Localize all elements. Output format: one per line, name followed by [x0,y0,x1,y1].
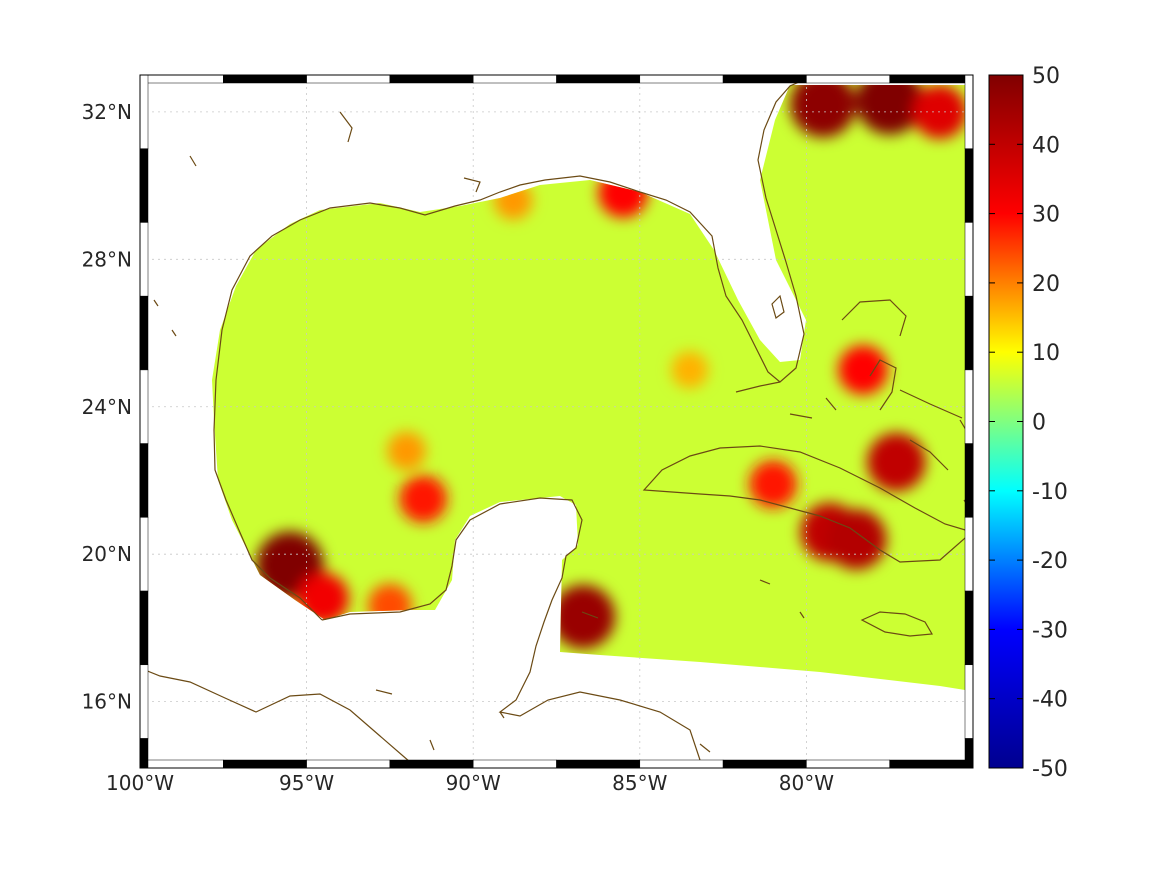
frame-segment [223,74,307,84]
latitude-labels: 16°N 20°N 24°N 28°N 32°N [82,100,132,714]
frame-segment [139,148,149,223]
colorbar-tick-label: 0 [1032,411,1046,436]
colorbar-tick-label: -50 [1032,757,1068,782]
latitude-label: 20°N [82,542,132,566]
frame-segment [139,369,149,444]
frame-segment [889,74,974,84]
frame-segment [139,517,149,592]
field-hotspot [838,345,888,395]
longitude-label: 80°W [779,771,834,795]
longitude-labels: 100°W 95°W 90°W 85°W 80°W [106,771,834,795]
frame-segment [806,74,890,84]
coastlines [140,75,973,763]
colorbar-tick-label: -20 [1032,549,1068,574]
colorbar-ticks: 50 40 30 20 10 0 -10 -20 -30 -40 -50 [989,64,1068,782]
coastline-lake-okeechobee [771,294,785,320]
field-hotspot [749,460,797,509]
colorbar-tick-label: 20 [1032,272,1060,297]
colorbar-tick-label: -30 [1032,618,1068,643]
longitude-label: 85°W [612,771,667,795]
frame-segment [964,664,974,739]
field-hotspot [867,432,926,492]
colorbar-tick-label: 30 [1032,203,1060,228]
frame-segment [139,443,149,518]
frame-segment [472,759,557,769]
frame-segment [139,759,224,769]
frame-segment [964,738,974,769]
longitude-label: 100°W [106,771,174,795]
frame-segment [139,738,149,769]
longitude-label: 95°W [279,771,334,795]
frame-segment [556,759,641,769]
frame-segment [964,443,974,518]
coastline-yucatan-central-america [321,497,701,761]
colorbar-tick-label: 40 [1032,133,1060,158]
frame-segment [964,222,974,297]
longitude-label: 90°W [446,771,501,795]
plot-border [139,74,974,769]
field-hotspot [551,584,616,649]
field-hotspot [826,509,887,570]
latitude-label: 28°N [82,247,132,271]
frame-segment [722,759,807,769]
frame-segment [964,517,974,592]
coastline-florida-keys [735,381,781,393]
frame-segment [556,74,641,84]
colorbar: 50 40 30 20 10 0 -10 -20 -30 -40 -50 [988,64,1068,782]
field-hotspot [387,431,426,471]
coastline-jamaica [860,611,933,637]
frame-segment [139,295,149,371]
coastline-cuba [642,445,973,563]
frame-segment [964,295,974,371]
frame-segment [964,74,974,149]
field-hotspot [671,351,709,389]
frame-segment [806,759,890,769]
coastline-gulf-us-mexico [213,75,816,621]
latitude-label: 16°N [82,690,132,714]
frame-segment [139,74,224,84]
frame-segment [639,759,724,769]
coastline-bahamas [789,299,963,471]
frame-segment [389,74,474,84]
frame-segment [889,759,974,769]
frame-segment [306,759,391,769]
frame-segment [139,222,149,297]
frame-segment [639,74,724,84]
frame-segment [306,74,391,84]
frame-segment [139,74,149,149]
frame-segment [964,369,974,444]
frame-segment [223,759,307,769]
field-hotspot [399,475,448,523]
frame-segment [139,664,149,739]
frame-segment [964,590,974,666]
coastline-pacific-mexico [140,667,411,763]
map-plot-area: 100°W 95°W 90°W 85°W 80°W 16°N 20°N 24°N 28°N 32… [82,74,974,795]
coastline-small-islands [153,111,805,753]
colorbar-tick-label: -40 [1032,688,1068,713]
frame-segment [139,590,149,666]
map-frame [139,74,974,769]
frame-segment [722,74,807,84]
field-hotspot [855,85,924,135]
colorbar-tick-label: -10 [1032,480,1068,505]
frame-segment [389,759,474,769]
colorbar-tick-label: 10 [1032,341,1060,366]
field-hotspots [212,85,965,649]
frame-segment [964,148,974,223]
latitude-label: 24°N [82,395,132,419]
colorbar-tick-label: 50 [1032,64,1060,89]
latitude-label: 32°N [82,100,132,124]
frame-segment [472,74,557,84]
